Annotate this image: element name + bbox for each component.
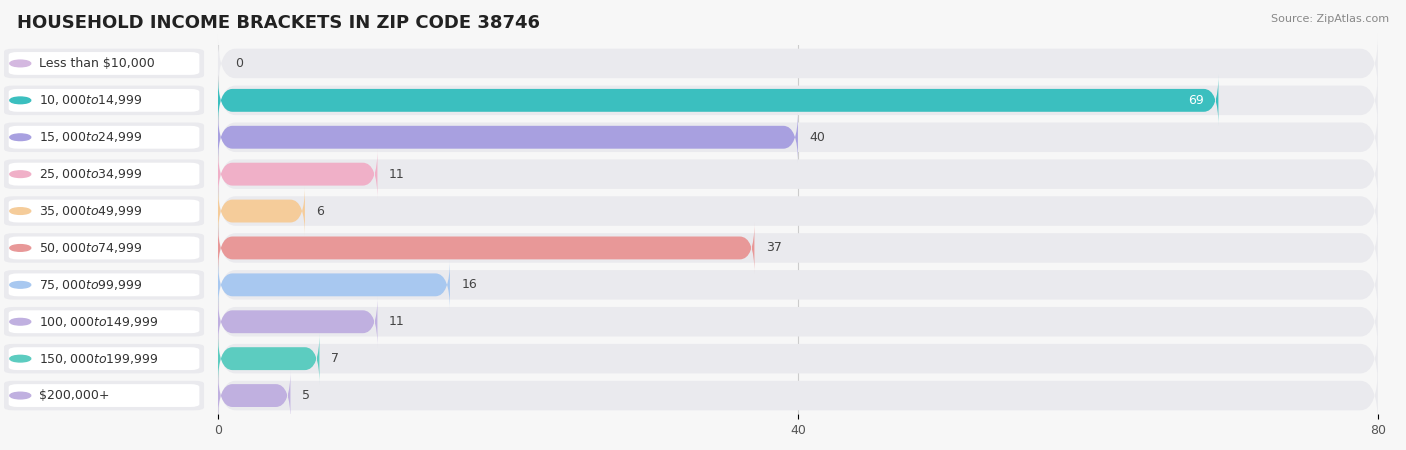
Text: $25,000 to $34,999: $25,000 to $34,999 <box>39 167 142 181</box>
Text: 16: 16 <box>461 279 477 291</box>
Text: $50,000 to $74,999: $50,000 to $74,999 <box>39 241 142 255</box>
Text: 5: 5 <box>302 389 311 402</box>
Circle shape <box>10 97 31 104</box>
FancyBboxPatch shape <box>4 49 204 78</box>
Text: $75,000 to $99,999: $75,000 to $99,999 <box>39 278 142 292</box>
Text: 37: 37 <box>766 242 782 254</box>
Text: 69: 69 <box>1188 94 1204 107</box>
FancyBboxPatch shape <box>218 259 450 310</box>
FancyBboxPatch shape <box>8 52 200 75</box>
FancyBboxPatch shape <box>4 344 204 374</box>
Text: 40: 40 <box>810 131 825 144</box>
FancyBboxPatch shape <box>218 148 377 200</box>
Text: 11: 11 <box>389 168 405 180</box>
Text: $10,000 to $14,999: $10,000 to $14,999 <box>39 93 142 108</box>
Circle shape <box>10 392 31 399</box>
Text: 11: 11 <box>389 315 405 328</box>
FancyBboxPatch shape <box>218 181 1378 241</box>
Text: Less than $10,000: Less than $10,000 <box>39 57 155 70</box>
Circle shape <box>10 319 31 325</box>
FancyBboxPatch shape <box>4 196 204 226</box>
Text: $150,000 to $199,999: $150,000 to $199,999 <box>39 351 159 366</box>
Circle shape <box>10 356 31 362</box>
FancyBboxPatch shape <box>4 270 204 300</box>
FancyBboxPatch shape <box>8 89 200 112</box>
Text: 6: 6 <box>316 205 325 217</box>
FancyBboxPatch shape <box>218 292 1378 351</box>
FancyBboxPatch shape <box>218 112 799 163</box>
Text: Source: ZipAtlas.com: Source: ZipAtlas.com <box>1271 14 1389 23</box>
FancyBboxPatch shape <box>218 255 1378 315</box>
Circle shape <box>10 134 31 140</box>
Text: 0: 0 <box>235 57 243 70</box>
FancyBboxPatch shape <box>218 71 1378 130</box>
FancyBboxPatch shape <box>218 144 1378 204</box>
FancyBboxPatch shape <box>218 333 319 384</box>
Text: $15,000 to $24,999: $15,000 to $24,999 <box>39 130 142 144</box>
Circle shape <box>10 60 31 67</box>
Text: $35,000 to $49,999: $35,000 to $49,999 <box>39 204 142 218</box>
FancyBboxPatch shape <box>8 163 200 185</box>
Text: $200,000+: $200,000+ <box>39 389 110 402</box>
FancyBboxPatch shape <box>8 237 200 259</box>
FancyBboxPatch shape <box>218 329 1378 388</box>
FancyBboxPatch shape <box>4 381 204 410</box>
FancyBboxPatch shape <box>8 310 200 333</box>
Circle shape <box>10 171 31 177</box>
FancyBboxPatch shape <box>8 200 200 222</box>
FancyBboxPatch shape <box>8 126 200 148</box>
Circle shape <box>10 282 31 288</box>
FancyBboxPatch shape <box>218 222 755 274</box>
Circle shape <box>10 208 31 214</box>
FancyBboxPatch shape <box>4 307 204 337</box>
FancyBboxPatch shape <box>4 86 204 115</box>
Text: 7: 7 <box>330 352 339 365</box>
FancyBboxPatch shape <box>8 384 200 407</box>
FancyBboxPatch shape <box>4 159 204 189</box>
Text: HOUSEHOLD INCOME BRACKETS IN ZIP CODE 38746: HOUSEHOLD INCOME BRACKETS IN ZIP CODE 38… <box>17 14 540 32</box>
FancyBboxPatch shape <box>218 296 377 347</box>
FancyBboxPatch shape <box>218 75 1219 126</box>
FancyBboxPatch shape <box>218 34 1378 93</box>
FancyBboxPatch shape <box>218 370 291 421</box>
FancyBboxPatch shape <box>8 274 200 296</box>
FancyBboxPatch shape <box>8 347 200 370</box>
FancyBboxPatch shape <box>218 108 1378 167</box>
FancyBboxPatch shape <box>4 233 204 263</box>
FancyBboxPatch shape <box>218 366 1378 425</box>
FancyBboxPatch shape <box>218 185 305 237</box>
Circle shape <box>10 245 31 251</box>
Text: $100,000 to $149,999: $100,000 to $149,999 <box>39 315 159 329</box>
FancyBboxPatch shape <box>4 122 204 152</box>
FancyBboxPatch shape <box>218 218 1378 278</box>
